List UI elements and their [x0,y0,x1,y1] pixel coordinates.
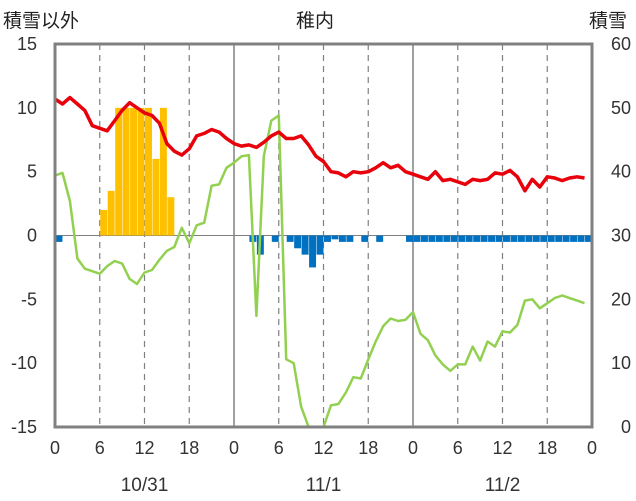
snow-decrease-bar [286,235,294,242]
plot-frame [53,42,594,429]
snow-decrease-bar [406,235,413,242]
date-label: 11/1 [306,475,342,496]
snow-decrease-bar [271,235,279,242]
left-tick-label: 0 [27,226,37,246]
snow-decrease-bar [503,235,510,242]
snow-decrease-bar [338,235,346,242]
x-tick-label: 12 [313,438,333,458]
snowfall-bar [145,107,152,236]
snow-decrease-bar [443,235,451,242]
snowfall-bar [167,197,175,236]
x-tick-label: 12 [134,438,154,458]
snow-decrease-bar [361,235,369,242]
left-tick-label: 10 [17,98,37,118]
snow-decrease-bar [331,235,339,240]
snow-decrease-bar [540,235,548,242]
snow-decrease-bar [547,235,555,242]
snow-decrease-bar [532,235,540,242]
snow-decrease-bar [577,235,585,242]
snow-decrease-bar [480,235,488,242]
station-title: 稚内 [296,10,335,32]
snowfall-bar [159,107,167,236]
snowfall-bar [137,107,145,236]
left-tick-label: -5 [21,289,37,309]
snow-decrease-bar [435,235,443,242]
x-tick-label: 0 [587,438,597,458]
right-tick-label: 10 [611,353,631,373]
left-tick-label: -10 [11,353,37,373]
snow-decrease-bar [562,235,570,242]
right-tick-label: 20 [611,289,631,309]
snow-decrease-bar [555,235,563,242]
snow-decrease-bar [294,235,302,249]
x-tick-label: 18 [358,438,378,458]
x-tick-label: 6 [274,438,284,458]
right-tick-label: 30 [611,226,631,246]
temperature-line [54,95,585,193]
x-tick-label: 18 [179,438,199,458]
snowfall-bar [115,107,123,236]
snow-decrease-bar [458,235,466,242]
snow-decrease-bar [570,235,578,242]
x-tick-label: 18 [537,438,557,458]
snow-decrease-bar [510,235,518,242]
snow-decrease-bar [420,235,428,242]
right-axis-title: 積雪 [589,10,628,32]
snow-decrease-bar [316,235,324,255]
right-tick-label: 50 [611,98,631,118]
x-tick-label: 0 [229,438,239,458]
snow-decrease-bars [55,235,592,268]
right-tick-label: 40 [611,162,631,182]
date-label: 11/2 [485,475,521,496]
snow-decrease-bar [525,235,533,242]
left-tick-label: 5 [27,162,37,182]
snowfall-bar [152,158,160,236]
x-tick-label: 0 [408,438,418,458]
snowfall-bars [100,107,175,236]
x-tick-label: 6 [95,438,105,458]
snowfall-bar [130,107,138,236]
snowfall-bar [122,107,130,236]
right-tick-label: 0 [621,417,631,437]
snowfall-bar [107,190,115,236]
left-axis-title: 積雪以外 [3,10,80,32]
snow-decrease-bar [346,235,354,242]
x-tick-label: 6 [453,438,463,458]
snow-decrease-bar [428,235,436,242]
x-tick-label: 12 [492,438,512,458]
left-tick-label: -15 [11,417,37,437]
snow-decrease-bar [450,235,458,242]
snow-decrease-bar [517,235,525,242]
snow-decrease-bar [585,235,592,242]
snow-decrease-bar [301,235,309,255]
snow-decrease-bar [488,235,496,242]
snow-decrease-bar [413,235,421,242]
snow-decrease-bar [309,235,317,268]
snow-decrease-bar [376,235,384,242]
snow-decrease-bar [324,235,331,242]
snow-decrease-bar [473,235,481,242]
dewpoint-line [54,114,585,428]
snow-decrease-bar [465,235,473,242]
snowfall-bar [100,209,108,236]
snow-decrease-bar [55,235,63,242]
date-label: 10/31 [121,475,169,496]
x-tick-label: 0 [50,438,60,458]
snow-decrease-bar [495,235,503,242]
right-tick-label: 60 [611,34,631,54]
left-tick-label: 15 [17,34,37,54]
